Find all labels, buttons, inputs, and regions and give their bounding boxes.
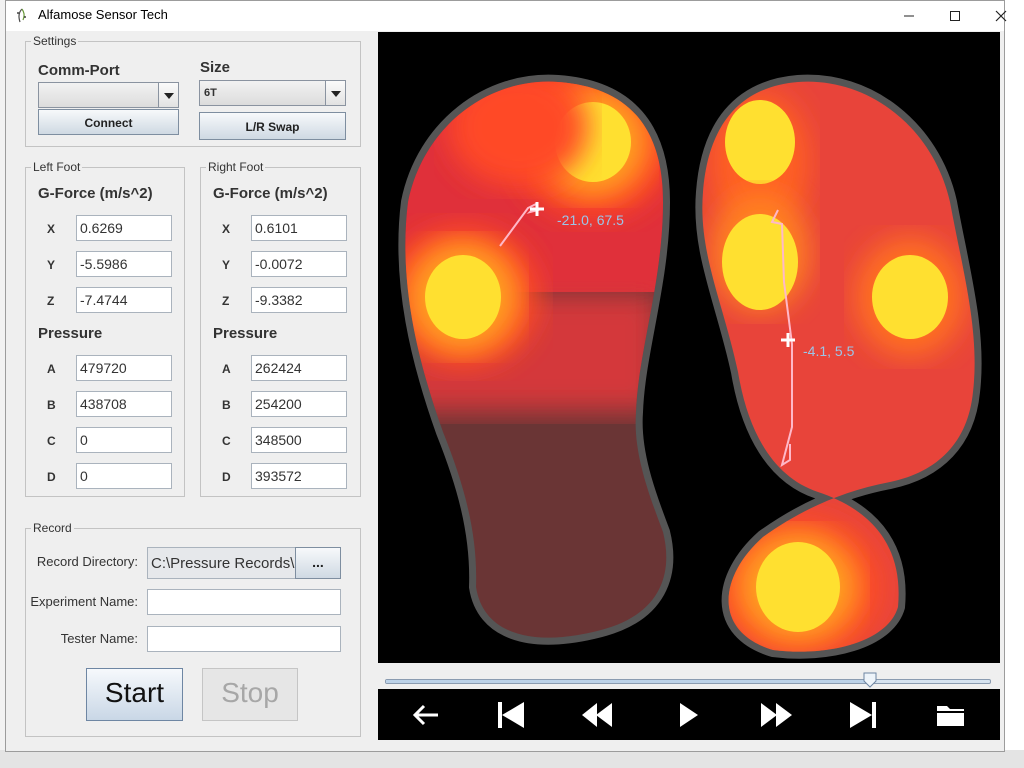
right-foot-group-title: Right Foot [206,160,266,174]
app-logo-icon [17,8,26,23]
right-gforce-label: G-Force (m/s^2) [213,185,328,202]
right-a-label: A [222,362,231,376]
comm-port-dropdown[interactable] [38,82,179,108]
left-gforce-label: G-Force (m/s^2) [38,185,153,202]
playback-slider[interactable] [378,663,1000,689]
right-x-field[interactable]: 0.6101 [251,215,347,241]
stop-button[interactable]: Stop [202,668,298,721]
size-label: Size [200,59,231,76]
left-b-field[interactable]: 438708 [76,391,172,417]
left-d-field[interactable]: 0 [76,463,172,489]
slider-fill [386,680,871,683]
settings-group: Settings Comm-Port Connect Size 6T L/R S… [25,34,361,147]
fast-forward-icon[interactable] [756,699,796,731]
background-editor-edge [1005,0,1024,768]
foot-heatmap: -21.0, 67.5 -4.1, 5.5 [398,74,982,659]
right-z-label: Z [222,294,230,308]
left-x-field[interactable]: 0.6269 [76,215,172,241]
chevron-down-icon[interactable] [158,83,178,107]
right-d-label: D [222,470,231,484]
right-cop-label: -4.1, 5.5 [803,343,855,359]
size-dropdown[interactable]: 6T [199,80,346,106]
left-b-label: B [47,398,56,412]
close-button[interactable] [978,1,1024,31]
window-title: Alfamose Sensor Tech [38,7,168,22]
record-directory-field[interactable]: C:\Pressure Records\ [147,547,296,579]
left-a-field[interactable]: 479720 [76,355,172,381]
tester-name-label: Tester Name: [60,631,138,646]
lr-swap-button[interactable]: L/R Swap [199,112,346,140]
chevron-down-icon[interactable] [325,81,345,105]
right-pressure-label: Pressure [213,325,278,342]
right-y-label: Y [222,258,231,272]
minimize-icon [904,15,914,17]
right-foot-group: Right Foot G-Force (m/s^2) X 0.6101 Y -0… [200,160,361,497]
record-directory-label: Record Directory: [36,554,138,569]
rewind-icon[interactable] [578,699,618,731]
tester-name-input[interactable] [147,626,341,652]
left-cop-trail [499,202,544,247]
left-foot-group: Left Foot G-Force (m/s^2) X 0.6269 Y -5.… [25,160,185,497]
left-c-field[interactable]: 0 [76,427,172,453]
left-y-field[interactable]: -5.5986 [76,251,172,277]
background-taskbar-strip [0,750,1024,768]
right-c-label: C [222,434,231,448]
playback-controls [378,689,1000,740]
right-b-field[interactable]: 254200 [251,391,347,417]
right-d-field[interactable]: 393572 [251,463,347,489]
minimize-button[interactable] [886,1,932,31]
start-button[interactable]: Start [86,668,183,721]
browse-directory-button[interactable]: ... [295,547,341,579]
experiment-name-label: Experiment Name: [30,594,138,609]
play-icon[interactable] [668,699,708,731]
left-c-label: C [47,434,56,448]
left-a-label: A [47,362,56,376]
pressure-visualization: -21.0, 67.5 -4.1, 5.5 [378,32,1000,740]
desktop-edge-left [0,0,6,768]
left-y-label: Y [47,258,56,272]
slider-thumb[interactable] [863,672,877,688]
left-pressure-label: Pressure [38,325,103,342]
back-arrow-icon[interactable] [406,699,446,731]
comm-port-label: Comm-Port [38,62,120,79]
maximize-icon [950,11,960,21]
skip-end-icon[interactable] [844,699,884,731]
settings-group-title: Settings [31,34,79,48]
folder-icon[interactable] [931,699,971,731]
close-icon [995,10,1007,22]
connect-button[interactable]: Connect [38,109,179,135]
size-value: 6T [204,87,217,99]
record-group: Record Record Directory: C:\Pressure Rec… [25,521,361,737]
right-b-label: B [222,398,231,412]
left-d-label: D [47,470,56,484]
left-z-field[interactable]: -7.4744 [76,287,172,313]
right-a-field[interactable]: 262424 [251,355,347,381]
left-foot-heatmap [398,74,674,645]
title-bar: Alfamose Sensor Tech [6,1,1007,31]
maximize-button[interactable] [932,1,978,31]
experiment-name-input[interactable] [147,589,341,615]
left-z-label: Z [47,294,55,308]
slider-track[interactable] [385,679,991,684]
left-x-label: X [47,222,56,236]
app-window: Alfamose Sensor Tech Settings Comm-Port … [5,0,1007,752]
left-foot-group-title: Left Foot [31,160,83,174]
skip-start-icon[interactable] [492,699,532,731]
right-z-field[interactable]: -9.3382 [251,287,347,313]
record-group-title: Record [31,521,74,535]
right-y-field[interactable]: -0.0072 [251,251,347,277]
right-cop-trail [770,209,795,468]
right-c-field[interactable]: 348500 [251,427,347,453]
right-x-label: X [222,222,231,236]
left-cop-label: -21.0, 67.5 [557,212,624,228]
